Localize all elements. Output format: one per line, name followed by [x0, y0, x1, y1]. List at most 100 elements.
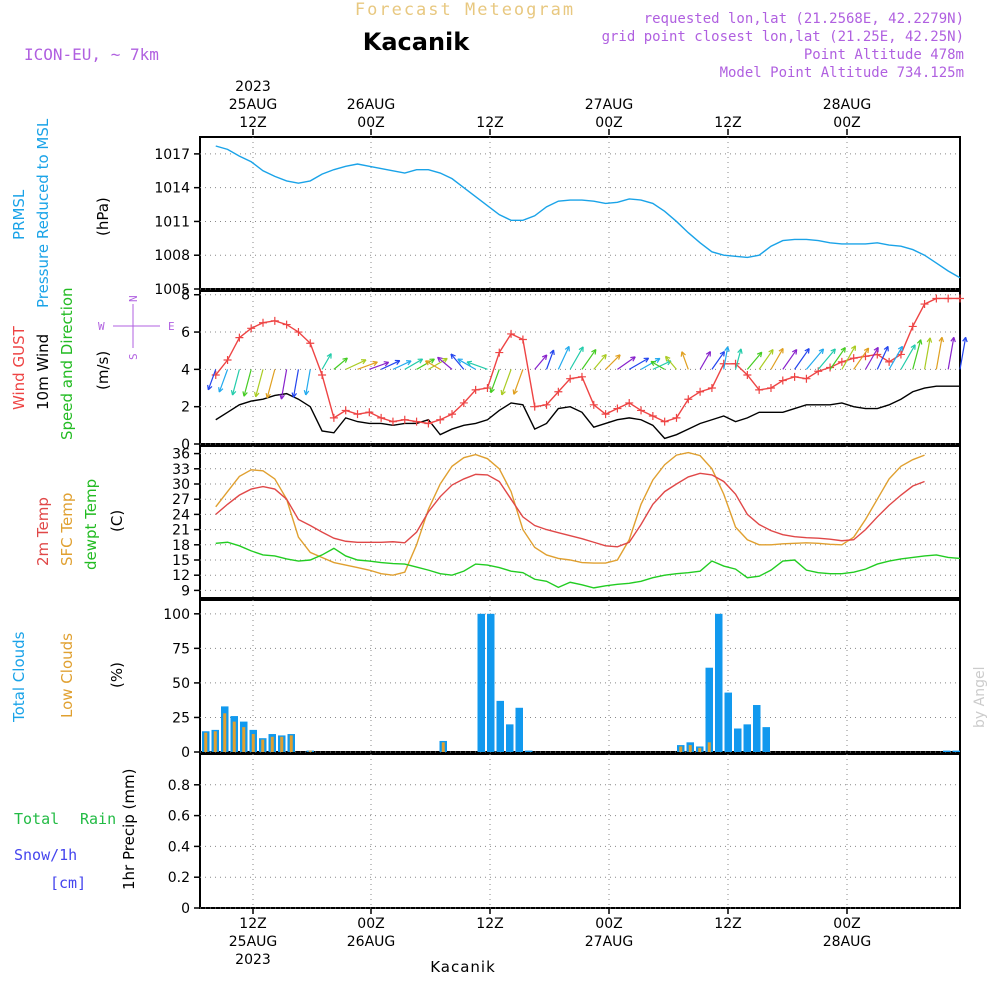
wind-arrow — [794, 348, 810, 370]
panel-frame — [199, 136, 961, 290]
wind-arrow-head — [406, 360, 412, 366]
time-label: 12Z — [714, 115, 741, 131]
y-tick-label: 0.4 — [168, 839, 190, 855]
total-label: Total — [14, 810, 59, 828]
time-label: 27AUG — [585, 97, 634, 113]
gust-marker — [294, 328, 303, 337]
wind-arrow — [581, 349, 597, 370]
time-label: 00Z — [595, 916, 622, 932]
t2m-line — [215, 472, 925, 548]
wind-arrow — [923, 337, 931, 370]
gust-marker — [589, 400, 598, 409]
wind-arrow — [758, 349, 774, 370]
time-label: 28AUG — [823, 97, 872, 113]
wind-arrow — [243, 369, 252, 397]
y-tick-label: 0.8 — [168, 778, 190, 794]
gust-marker — [778, 376, 787, 385]
wind-arrow-head — [541, 354, 548, 360]
gust-marker — [672, 413, 681, 422]
time-label: 00Z — [595, 115, 622, 131]
wind-arrow — [369, 361, 389, 370]
wind-arrow — [605, 354, 621, 370]
wind-labels: Wind GUST 10m Wind Speed and Direction (… — [10, 287, 175, 440]
wind-arrow-head — [500, 389, 506, 396]
low-cloud-bar — [223, 713, 227, 752]
panel-clouds: 0 25 50 75 100 — [163, 599, 961, 761]
dewpt-label: dewpt Temp — [82, 479, 100, 570]
wind-arrow-head — [489, 387, 495, 394]
wind-arrow — [466, 361, 488, 370]
time-label: 12Z — [714, 916, 741, 932]
wind-arrow-head — [512, 389, 518, 395]
wind-arrow — [912, 339, 922, 370]
wind-arrow-head — [326, 353, 332, 359]
y-tick-label: 33 — [172, 462, 190, 478]
y-tick-label: 50 — [172, 676, 190, 692]
wind-arrow — [357, 361, 378, 370]
low-cloud-bar — [441, 742, 445, 752]
wind-arrow-head — [394, 359, 401, 365]
gust-marker — [341, 406, 350, 415]
wind-arrow-head — [962, 336, 968, 343]
low-cloud-bar — [679, 746, 683, 752]
wind-arrow — [231, 369, 240, 396]
y-tick-label: 0 — [181, 437, 190, 453]
wind-arrow-head — [466, 360, 473, 366]
gust-marker — [554, 387, 563, 396]
wind-arrow-head — [768, 349, 774, 355]
wind-arrow — [770, 348, 784, 370]
wind-arrow-head — [265, 392, 271, 399]
gust-marker — [530, 402, 539, 411]
y-tick-label: 21 — [172, 523, 190, 539]
wind-arrow — [864, 347, 879, 370]
gust-marker — [613, 404, 622, 413]
wind-arrow — [593, 354, 607, 370]
wind-arrow-head — [719, 350, 726, 357]
time-label: 12Z — [239, 115, 266, 131]
wind-arrow — [501, 369, 512, 396]
gust-marker — [365, 408, 374, 417]
gust-marker — [388, 417, 397, 426]
wind-arrow-head — [938, 336, 945, 343]
gust-marker — [306, 339, 315, 348]
wind-arrow-head — [664, 355, 671, 362]
panel-frame — [199, 445, 961, 599]
wind-arrow-head — [926, 337, 933, 343]
temp-unit-label: (C) — [108, 510, 126, 532]
total-cloud-bar — [715, 613, 723, 752]
wind-arrow — [513, 369, 524, 395]
gust-marker — [707, 384, 716, 393]
wind-arrow-head — [830, 348, 836, 354]
panel-frame — [199, 599, 961, 753]
temperature-labels: 2m Temp SFC Temp dewpt Temp (C) — [34, 479, 126, 570]
wind-arrow-head — [818, 348, 825, 354]
wind-arrow-head — [207, 384, 213, 391]
wind-arrow-head — [564, 345, 570, 352]
wind-arrow — [699, 351, 711, 370]
y-tick-label: 1017 — [154, 147, 190, 163]
top-time-axis: 2023 25AUG 12Z 26AUG 00Z 12Z 27AUG 00Z 12Z 28AUG 0… — [229, 79, 872, 135]
wind-arrow — [404, 358, 423, 370]
wind-arrow-head — [804, 348, 810, 354]
requested-coords: requested lon,lat (21.2568E, 42.2279N) — [644, 11, 964, 27]
snow-label: Snow/1h — [14, 846, 77, 864]
wind-arrow-head — [442, 357, 448, 363]
low-cloud-bar — [251, 734, 255, 752]
gust-marker — [282, 320, 291, 329]
wind-arrow-head — [254, 391, 260, 398]
gust-marker — [885, 357, 894, 366]
time-label: 12Z — [239, 916, 266, 932]
low-cloud-bar — [289, 735, 293, 752]
prmsl-label: PRMSL — [10, 189, 28, 240]
model-altitude: Model Point Altitude 734.125m — [720, 65, 964, 81]
gust-marker — [247, 324, 256, 333]
wind-arrow — [305, 369, 311, 396]
gust-marker — [495, 348, 504, 357]
wind-arrow-head — [863, 347, 870, 354]
panel-precip: 0 0.2 0.4 0.6 0.8 — [168, 753, 961, 917]
time-label: 25AUG — [229, 97, 278, 113]
time-label: 00Z — [357, 115, 384, 131]
gust-marker — [648, 412, 657, 421]
panel-frame — [199, 753, 961, 909]
